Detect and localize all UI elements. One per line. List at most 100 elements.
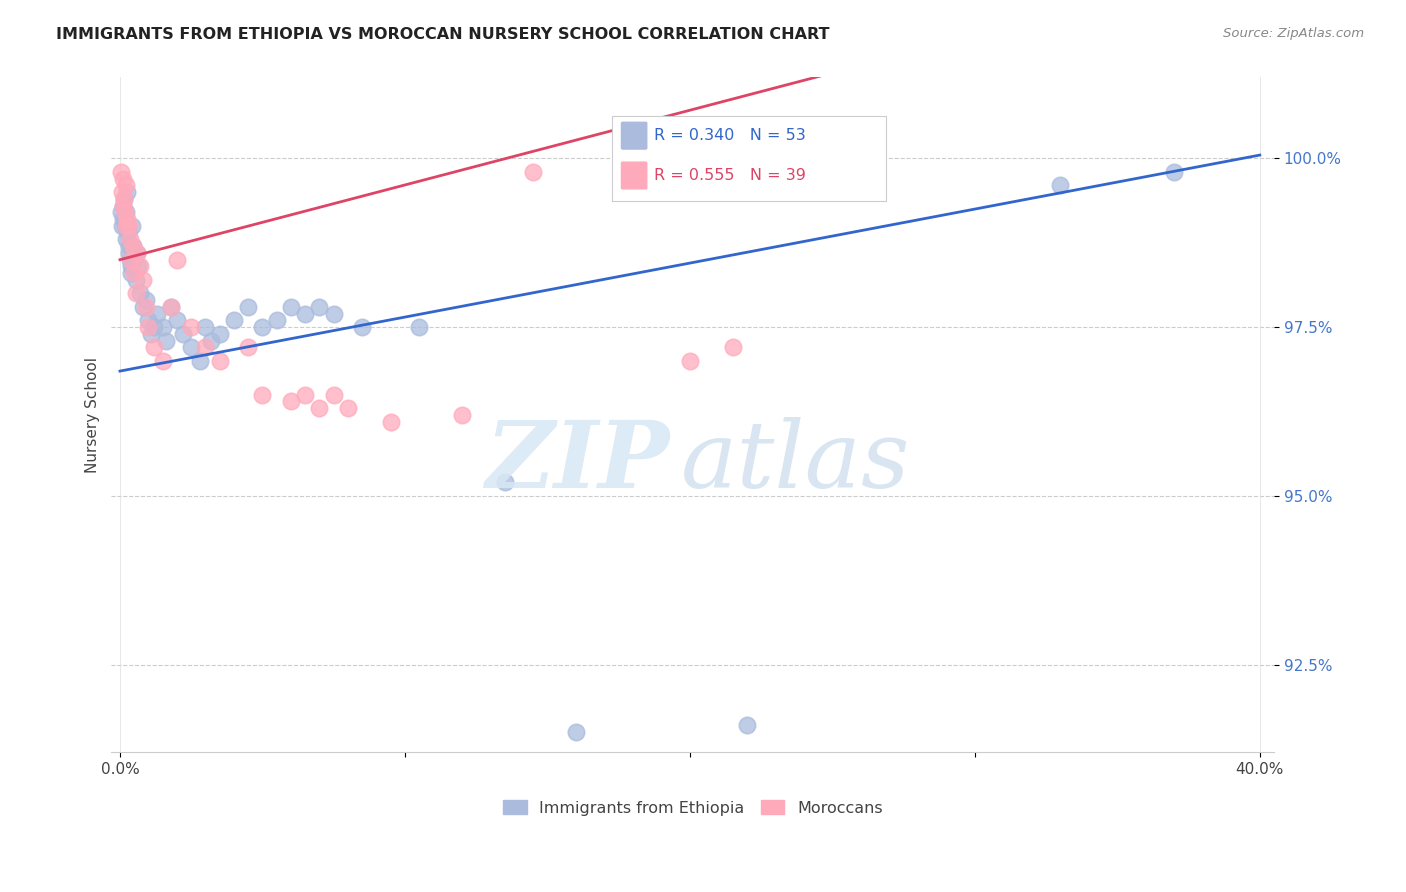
Point <box>117 246 139 260</box>
Point <box>121 239 143 253</box>
Point <box>679 354 702 368</box>
Point <box>322 307 344 321</box>
Point <box>408 320 430 334</box>
Text: ZIP: ZIP <box>485 417 669 508</box>
Point <box>112 212 135 227</box>
Point <box>522 165 544 179</box>
Point <box>114 205 136 219</box>
Point <box>143 320 166 334</box>
Point <box>280 394 302 409</box>
Text: Source: ZipAtlas.com: Source: ZipAtlas.com <box>1223 27 1364 40</box>
Text: R = 0.555   N = 39: R = 0.555 N = 39 <box>654 168 806 183</box>
Point <box>322 387 344 401</box>
Text: R = 0.340   N = 53: R = 0.340 N = 53 <box>654 128 806 144</box>
Point <box>124 273 146 287</box>
Point <box>494 475 516 490</box>
Point <box>194 341 217 355</box>
Point <box>132 273 155 287</box>
Point <box>118 239 141 253</box>
Point <box>172 326 194 341</box>
Text: IMMIGRANTS FROM ETHIOPIA VS MOROCCAN NURSERY SCHOOL CORRELATION CHART: IMMIGRANTS FROM ETHIOPIA VS MOROCCAN NUR… <box>56 27 830 42</box>
Point <box>115 185 138 199</box>
Point <box>124 286 146 301</box>
Point <box>112 199 135 213</box>
Point <box>565 725 588 739</box>
Point <box>141 326 163 341</box>
Point <box>115 205 138 219</box>
Point <box>118 232 141 246</box>
Point <box>208 326 231 341</box>
Point <box>143 341 166 355</box>
Point <box>122 266 145 280</box>
Point <box>160 300 183 314</box>
Point <box>132 300 155 314</box>
Point <box>194 320 217 334</box>
Point <box>111 199 134 213</box>
Point <box>336 401 359 416</box>
Point <box>114 178 136 193</box>
Point <box>110 205 132 219</box>
Point <box>152 320 174 334</box>
Point <box>352 320 374 334</box>
Point <box>112 192 135 206</box>
Point <box>110 165 132 179</box>
Point <box>166 313 188 327</box>
Point <box>1163 165 1185 179</box>
Point <box>166 252 188 267</box>
Point <box>120 252 142 267</box>
Point <box>118 252 141 267</box>
Point <box>146 307 169 321</box>
Point <box>125 246 148 260</box>
Point <box>308 300 330 314</box>
Point <box>114 232 136 246</box>
Point <box>111 185 134 199</box>
Point <box>238 300 260 314</box>
Legend: Immigrants from Ethiopia, Moroccans: Immigrants from Ethiopia, Moroccans <box>496 794 889 822</box>
Point <box>160 300 183 314</box>
Point <box>1049 178 1071 193</box>
Point <box>120 260 142 274</box>
Point <box>112 192 135 206</box>
Point <box>122 252 145 267</box>
Point <box>117 219 139 233</box>
Point <box>121 239 143 253</box>
Point <box>721 341 744 355</box>
Point <box>127 260 149 274</box>
Point <box>308 401 330 416</box>
Point <box>280 300 302 314</box>
Point <box>111 219 134 233</box>
Point <box>180 320 202 334</box>
Point <box>188 354 211 368</box>
Point <box>208 354 231 368</box>
Point <box>125 246 148 260</box>
Point <box>222 313 245 327</box>
Point <box>114 219 136 233</box>
Point <box>200 334 222 348</box>
Point <box>294 307 316 321</box>
Point <box>120 266 142 280</box>
Point <box>155 334 177 348</box>
Point <box>129 260 152 274</box>
Point <box>180 341 202 355</box>
Point <box>238 341 260 355</box>
Point <box>451 408 474 422</box>
Point <box>111 171 134 186</box>
Point <box>294 387 316 401</box>
Point <box>115 219 138 233</box>
Point <box>138 320 160 334</box>
Point <box>129 286 152 301</box>
Point <box>252 320 274 334</box>
Text: atlas: atlas <box>681 417 911 508</box>
Y-axis label: Nursery School: Nursery School <box>86 357 100 473</box>
Point <box>380 415 402 429</box>
Point <box>121 219 143 233</box>
Point <box>138 313 160 327</box>
Point <box>252 387 274 401</box>
Point <box>117 226 139 240</box>
Point <box>135 300 157 314</box>
Point <box>135 293 157 308</box>
Point <box>735 718 758 732</box>
Point <box>266 313 288 327</box>
Point <box>152 354 174 368</box>
Point <box>115 212 138 227</box>
